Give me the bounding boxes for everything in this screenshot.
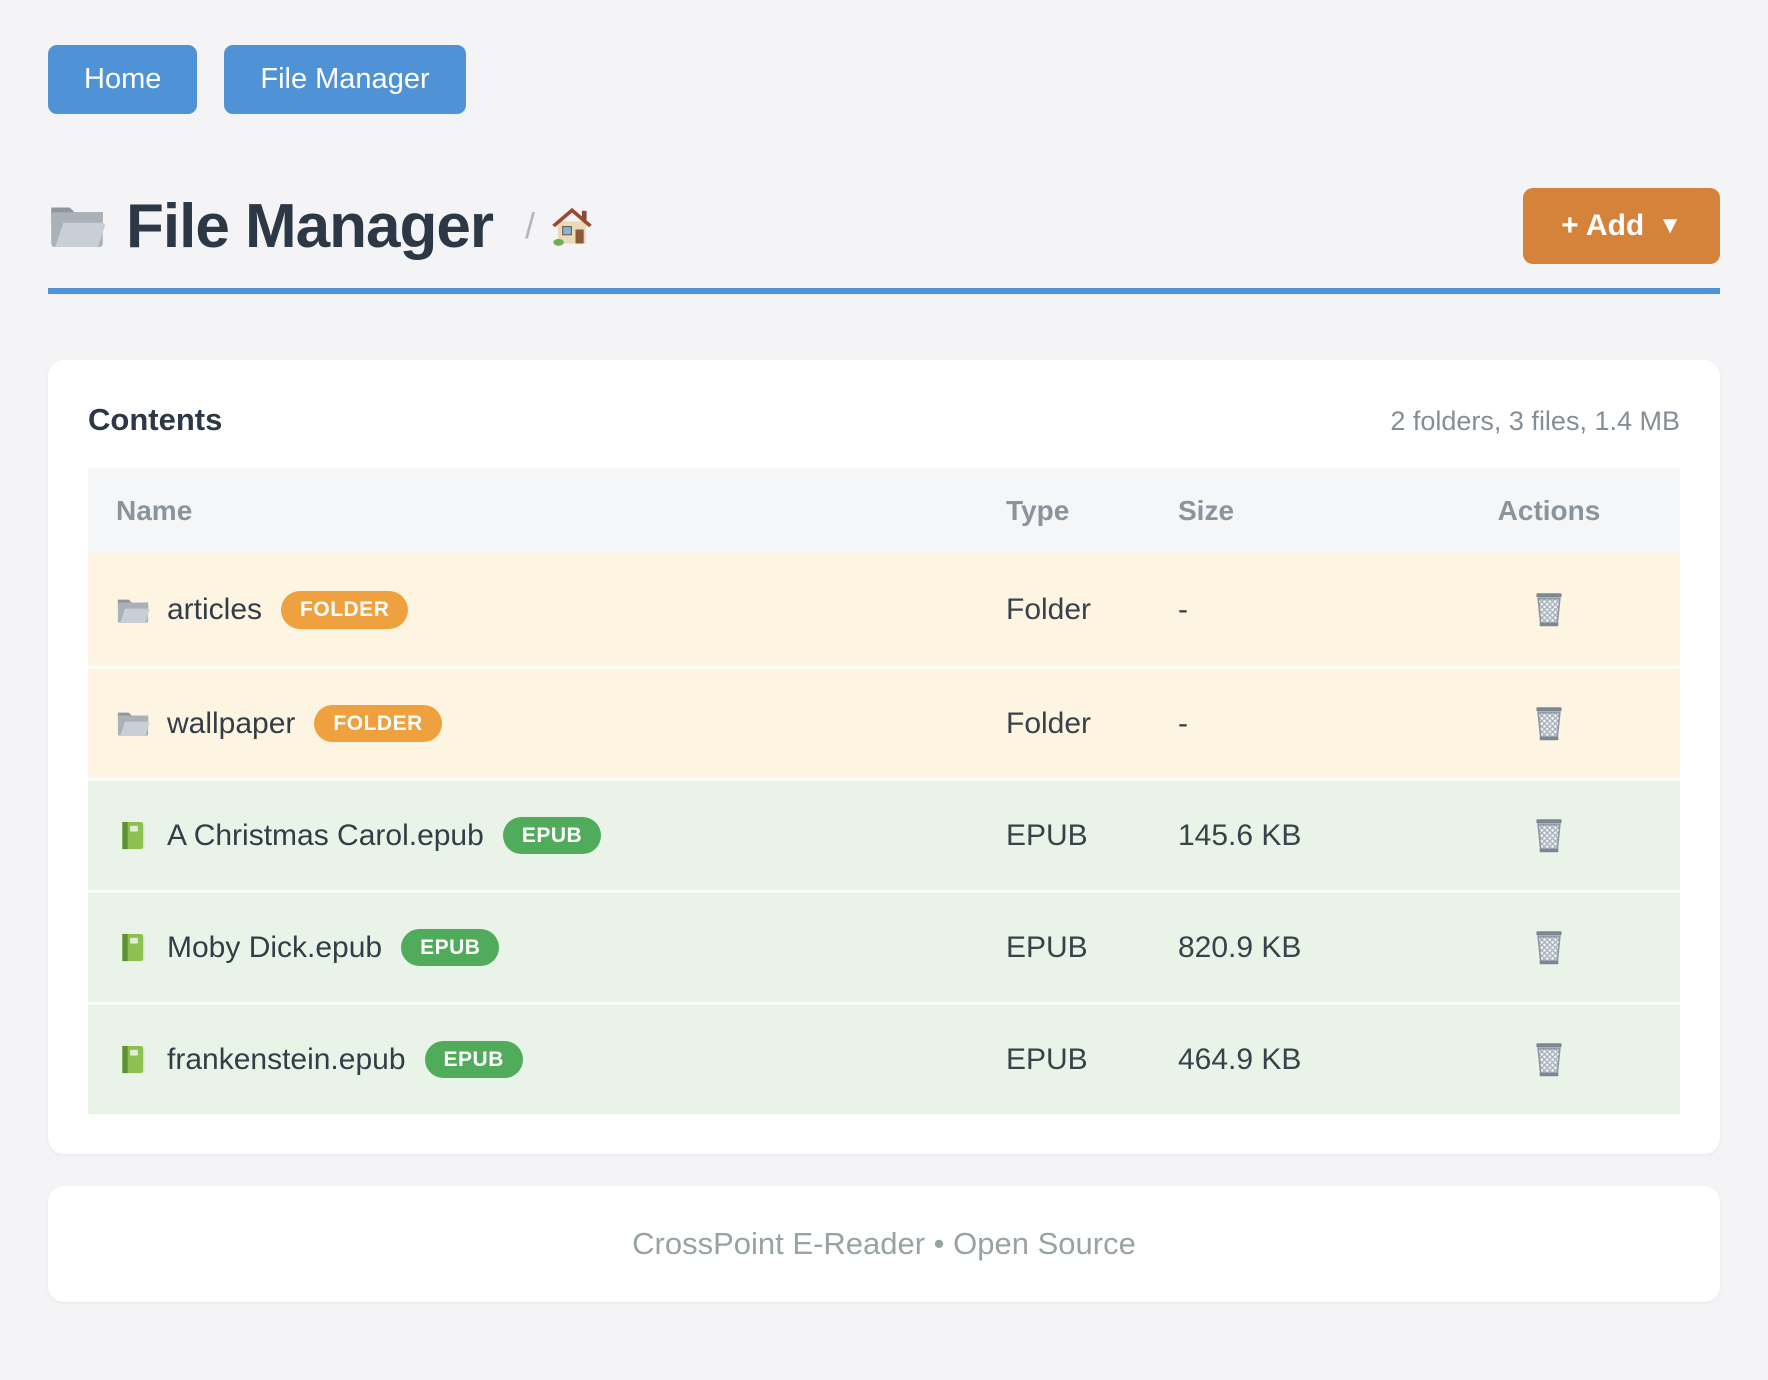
page-header: File Manager / + Add ▼ <box>48 188 1720 264</box>
table-body: articles FOLDER Folder - <box>88 554 1680 1114</box>
file-table: Name Type Size Actions <box>88 468 1680 1114</box>
column-header-size: Size <box>1178 495 1235 526</box>
green-book-icon <box>116 1044 150 1075</box>
type-badge: FOLDER <box>281 591 409 629</box>
trash-icon <box>1536 593 1562 627</box>
column-header-type: Type <box>1006 495 1070 526</box>
table-header-row: Name Type Size Actions <box>88 468 1680 554</box>
trash-icon <box>1536 706 1562 740</box>
breadcrumb: / <box>525 205 593 247</box>
type-badge: EPUB <box>502 816 602 855</box>
folder-icon <box>116 708 150 739</box>
table-row: A Christmas Carol.epub EPUB EPUB 145.6 K… <box>88 778 1680 890</box>
file-name-link[interactable]: Moby Dick.epub <box>167 930 383 964</box>
type-badge: EPUB <box>401 928 500 967</box>
type-cell: EPUB <box>1006 930 1088 964</box>
table-row: Moby Dick.epub EPUB EPUB 820.9 KB <box>88 890 1680 1002</box>
type-badge: FOLDER <box>314 704 442 743</box>
home-icon[interactable] <box>551 206 593 246</box>
file-name-link[interactable]: frankenstein.epub <box>167 1042 406 1076</box>
footer: CrossPoint E-Reader • Open Source <box>48 1186 1720 1302</box>
delete-button[interactable] <box>1527 924 1571 972</box>
table-row: articles FOLDER Folder - <box>88 554 1680 666</box>
breadcrumb-separator: / <box>525 205 536 246</box>
name-cell: frankenstein.epub EPUB <box>88 1040 1006 1079</box>
file-name-link[interactable]: wallpaper <box>167 706 296 740</box>
delete-button[interactable] <box>1527 1036 1571 1084</box>
actions-cell <box>1418 1036 1680 1084</box>
contents-header: Contents 2 folders, 3 files, 1.4 MB <box>88 402 1680 438</box>
add-button[interactable]: + Add ▼ <box>1523 188 1720 264</box>
size-cell: 464.9 KB <box>1178 1042 1302 1076</box>
top-nav: Home File Manager <box>48 45 1720 114</box>
type-cell: Folder <box>1006 593 1092 626</box>
green-book-icon <box>116 820 150 851</box>
nav-file-manager-button[interactable]: File Manager <box>224 45 466 114</box>
type-cell: EPUB <box>1006 1042 1088 1076</box>
name-cell: articles FOLDER <box>88 591 1006 629</box>
name-cell: A Christmas Carol.epub EPUB <box>88 816 1006 855</box>
size-cell: 820.9 KB <box>1178 930 1302 964</box>
delete-button[interactable] <box>1527 700 1571 748</box>
page-title: File Manager <box>126 191 494 261</box>
table-row: frankenstein.epub EPUB EPUB 464.9 KB <box>88 1002 1680 1114</box>
actions-cell <box>1418 924 1680 972</box>
caret-down-icon: ▼ <box>1658 212 1682 239</box>
actions-cell <box>1418 700 1680 748</box>
table-row: wallpaper FOLDER Folder - <box>88 666 1680 778</box>
actions-cell <box>1418 586 1680 634</box>
size-cell: - <box>1178 593 1188 626</box>
folder-icon <box>116 595 150 626</box>
column-header-name: Name <box>116 495 193 526</box>
name-cell: Moby Dick.epub EPUB <box>88 928 1006 967</box>
type-cell: EPUB <box>1006 818 1088 852</box>
contents-title: Contents <box>88 402 223 437</box>
delete-button[interactable] <box>1527 586 1571 634</box>
header-divider <box>48 288 1720 294</box>
trash-icon <box>1536 1042 1562 1076</box>
trash-icon <box>1536 818 1562 852</box>
folder-icon <box>51 207 106 247</box>
green-book-icon <box>116 932 150 963</box>
delete-button[interactable] <box>1527 812 1571 860</box>
type-cell: Folder <box>1006 706 1092 740</box>
contents-card: Contents 2 folders, 3 files, 1.4 MB Name… <box>48 360 1720 1154</box>
page: Home File Manager File Manager / + Add ▼ <box>48 45 1720 1302</box>
size-cell: 145.6 KB <box>1178 818 1302 852</box>
add-button-label: + Add <box>1561 209 1645 242</box>
trash-icon <box>1536 930 1562 964</box>
footer-text: CrossPoint E-Reader • Open Source <box>632 1226 1136 1261</box>
file-name-link[interactable]: articles <box>167 593 263 626</box>
file-name-link[interactable]: A Christmas Carol.epub <box>167 818 484 852</box>
column-header-actions: Actions <box>1497 495 1601 526</box>
type-badge: EPUB <box>424 1040 523 1079</box>
contents-summary: 2 folders, 3 files, 1.4 MB <box>1390 406 1680 436</box>
nav-home-button[interactable]: Home <box>48 45 198 114</box>
size-cell: - <box>1178 706 1188 740</box>
name-cell: wallpaper FOLDER <box>88 704 1006 743</box>
actions-cell <box>1418 812 1680 860</box>
